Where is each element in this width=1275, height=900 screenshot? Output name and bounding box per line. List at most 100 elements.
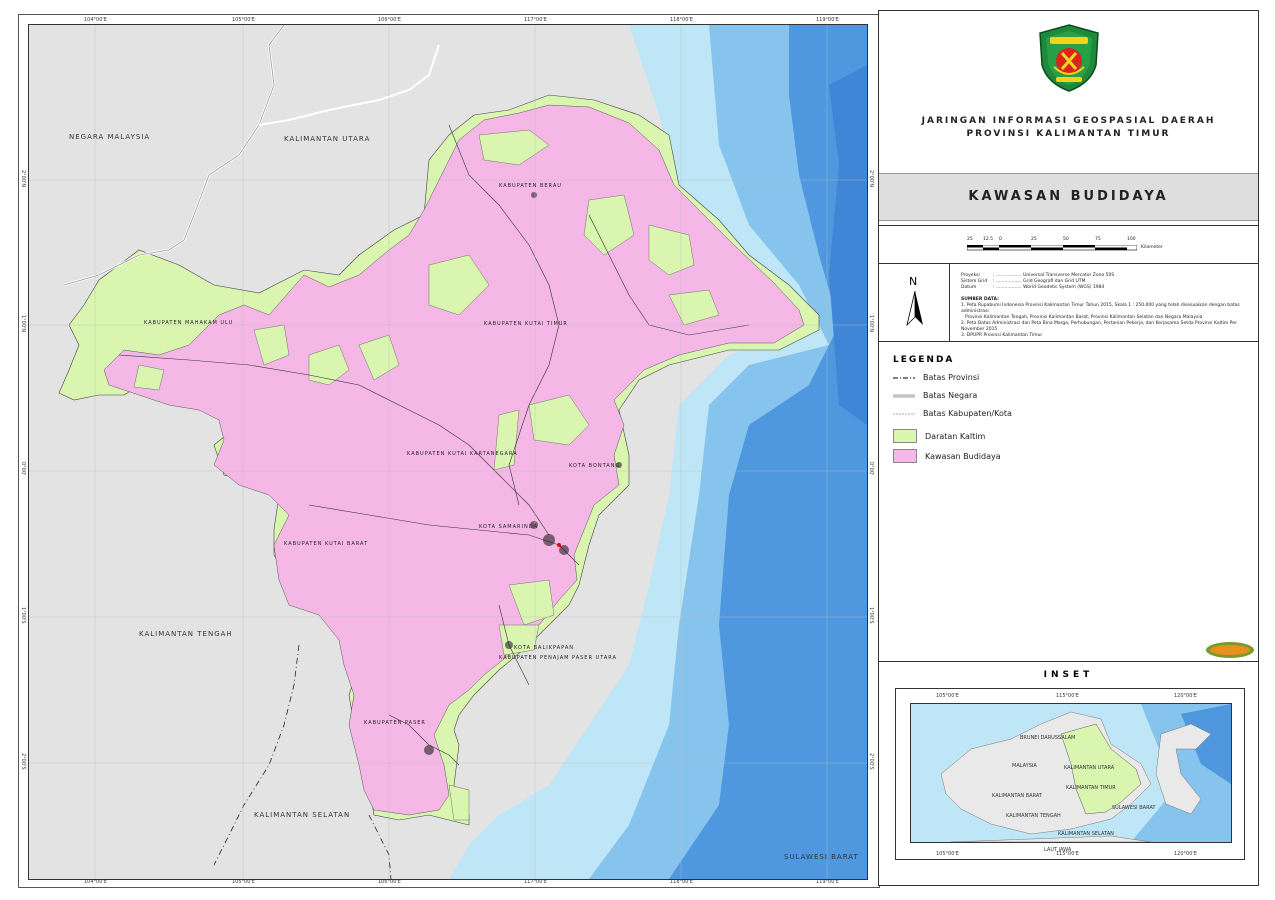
inset-label-kalbar: KALIMANTAN BARAT (992, 793, 1042, 799)
inset-bottom-tick: 115°00'E (1056, 851, 1079, 857)
right-tick: 1°00'N (868, 315, 874, 333)
meta-label: Sistem Grid (961, 279, 988, 284)
scale-label: 25 (1031, 237, 1037, 242)
bottom-tick: 104°00'E (84, 879, 107, 885)
batas-negara-line-core (63, 25, 285, 286)
top-tick: 106°00'E (378, 17, 401, 23)
scalebar-section: 25 12.5 0 25 50 75 100 Kilometer (879, 225, 1258, 264)
settlement-clusters (424, 192, 622, 755)
legend-item-daratan-kaltim: Daratan Kaltim (893, 429, 985, 443)
label-kota-samarinda: KOTA SAMARINDA (479, 524, 538, 530)
inset-bottom-tick: 120°00'E (1174, 851, 1197, 857)
right-tick: 2°00'N (868, 170, 874, 188)
legend-title: LEGENDA (893, 355, 955, 365)
main-map[interactable]: NEGARA MALAYSIA KALIMANTAN UTARA KALIMAN… (28, 24, 868, 880)
top-tick: 117°00'E (524, 17, 547, 23)
inset-top-tick: 115°00'E (1056, 693, 1079, 699)
meta-row-sistem-grid: Sistem Grid : .................. Grid Ge… (961, 279, 1251, 285)
sumber-data-item: 1. Peta Rupabumi Indonesia Provinsi Kali… (961, 303, 1240, 314)
label-kab-berau: KABUPATEN BERAU (499, 183, 562, 189)
inset-section: INSET 105°00'E 115°00'E 120°00'E BRUNEI … (879, 661, 1258, 886)
batas-negara-line (63, 25, 285, 287)
bottom-tick: 117°00'E (524, 879, 547, 885)
meta-value: : .................. Universal Transvers… (993, 273, 1115, 278)
kawasan-budidaya (103, 104, 805, 816)
north-label: N (909, 275, 918, 288)
inset-label-brunei: BRUNEI DARUSSALAM (1020, 735, 1076, 741)
theme-title: KAWASAN BUDIDAYA (968, 189, 1169, 204)
label-negara-malaysia: NEGARA MALAYSIA (69, 133, 151, 141)
inset-label-laut-jawa: LAUT JAWA (1044, 847, 1072, 853)
legend-label: Batas Kabupaten/Kota (923, 409, 1012, 418)
scale-unit: Kilometer (1141, 245, 1163, 250)
sea-deep-inner (829, 65, 867, 425)
graticule (29, 25, 867, 879)
header-title-line-1: JARINGAN INFORMASI GEOSPASIAL DAERAH (921, 116, 1216, 126)
inset-bottom-tick: 105°00'E (936, 851, 959, 857)
label-kab-kutai-barat: KABUPATEN KUTAI BARAT (284, 541, 369, 547)
top-tick: 104°00'E (84, 17, 107, 23)
legend-line-provinsi-icon (893, 377, 915, 378)
capital-marker (557, 543, 561, 547)
batas-provinsi-line-s (368, 814, 392, 879)
scale-label: 0 (999, 237, 1002, 242)
scale-label: 25 (967, 237, 973, 242)
sumber-data-title: SUMBER DATA: (961, 297, 999, 302)
scalebar-labels: 25 12.5 0 25 50 75 100 (967, 237, 1143, 243)
legend-item-batas-kabupaten: Batas Kabupaten/Kota (893, 409, 1012, 418)
meta-value: : .................. Grid Geografi dan G… (993, 279, 1086, 284)
left-tick: 1°00'S (20, 607, 26, 624)
sumber-data-item: Provinsi Kalimantan Tengah, Provinsi Kal… (965, 315, 1203, 320)
batas-provinsi-line-sw (213, 644, 300, 866)
top-tick: 119°00'E (816, 17, 839, 23)
bottom-tick: 118°00'E (670, 879, 693, 885)
scale-label: 12.5 (983, 237, 994, 242)
top-tick: 105°00'E (232, 17, 255, 23)
label-kalimantan-tengah: KALIMANTAN TENGAH (139, 630, 233, 638)
map-canvas (29, 25, 867, 879)
legend-swatch-daratan (893, 429, 917, 443)
legend-section: LEGENDA Batas Provinsi Batas Negara Bata… (879, 341, 1258, 661)
legend-item-batas-provinsi: Batas Provinsi (893, 373, 979, 382)
label-kalimantan-utara: KALIMANTAN UTARA (284, 135, 371, 143)
inset-label-malaysia: MALAYSIA (1012, 763, 1037, 769)
projection-info: Proyeksi : .................. Universal … (961, 273, 1251, 339)
left-tick: 0°00' (20, 462, 26, 476)
meta-label: Datum (961, 285, 977, 290)
label-kab-paser: KABUPATEN PASER (364, 720, 426, 726)
jigd-logo-icon (1206, 642, 1254, 658)
inset-label-kalsel: KALIMANTAN SELATAN (1058, 831, 1114, 837)
right-tick: 0°00' (868, 462, 874, 476)
meta-row-proyeksi: Proyeksi : .................. Universal … (961, 273, 1251, 279)
header-title-line-2: PROVINSI KALIMANTAN TIMUR (966, 129, 1171, 139)
label-kab-kutai-kartanegara: KABUPATEN KUTAI KARTANEGARA (407, 451, 518, 457)
label-kab-mahakam-ulu: KABUPATEN MAHAKAM ULU (144, 320, 234, 326)
bottom-tick: 119°00'E (816, 879, 839, 885)
north-arrow-icon (906, 291, 923, 327)
legend-item-kawasan-budidaya: Kawasan Budidaya (893, 449, 1001, 463)
left-tick: 1°00'N (20, 315, 26, 333)
north-arrow-box: N (879, 263, 950, 341)
right-tick: 2°00'S (868, 753, 874, 770)
inset-top-tick: 120°00'E (1174, 693, 1197, 699)
meta-value: : .................. World Geodetic Syst… (993, 285, 1105, 290)
map-info-panel: JARINGAN INFORMASI GEOSPASIAL DAERAH PRO… (878, 10, 1259, 886)
theme-section: KAWASAN BUDIDAYA (879, 165, 1258, 226)
legend-line-kabupaten-icon (893, 413, 915, 414)
bottom-tick: 106°00'E (378, 879, 401, 885)
label-kalimantan-selatan: KALIMANTAN SELATAN (254, 811, 351, 819)
sumber-data-item: 3. DPUPR Provinsi Kalimantan Timur (961, 333, 1043, 338)
scale-label: 100 (1127, 237, 1136, 242)
legend-line-negara-icon (893, 394, 915, 397)
inset-map-frame[interactable]: 105°00'E 115°00'E 120°00'E BRUNEI DARUSS… (895, 688, 1245, 860)
label-kota-balikpapan: KOTA BALIKPAPAN (514, 645, 574, 651)
label-kab-kutai-timur: KABUPATEN KUTAI TIMUR (484, 321, 568, 327)
inset-label-kaltara: KALIMANTAN UTARA (1064, 765, 1115, 771)
inset-label-sulbar: SULAWESI BARAT (1112, 805, 1156, 811)
label-kab-ppu: KABUPATEN PENAJAM PASER UTARA (499, 655, 617, 661)
sea-deep (669, 25, 867, 879)
province-emblem-icon (1039, 24, 1099, 92)
inset-map-canvas (910, 703, 1232, 843)
label-sulawesi-barat: SULAWESI BARAT (784, 853, 859, 861)
left-tick: 2°00'S (20, 753, 26, 770)
